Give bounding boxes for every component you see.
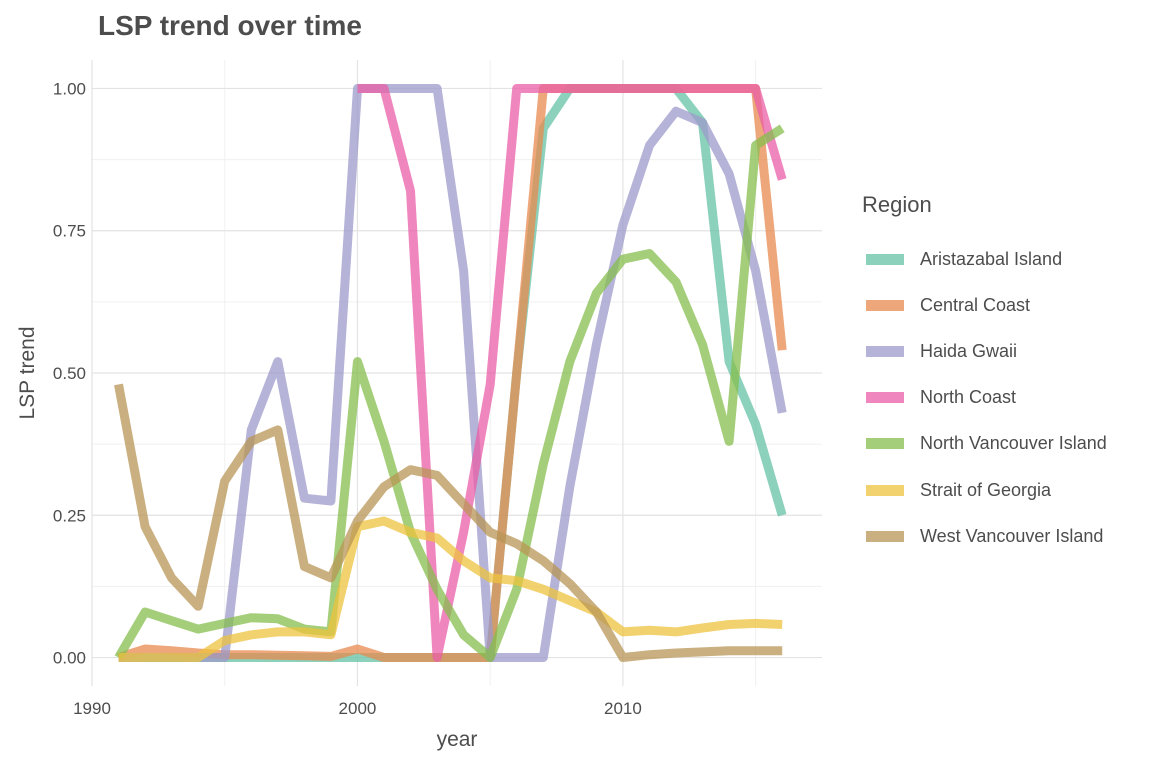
legend-item: Aristazabal Island (862, 236, 1107, 282)
series-line-north-vancouver-island (114, 124, 785, 662)
legend-key (866, 392, 904, 404)
legend-key (866, 345, 904, 357)
y-tick-label: 0.25 (53, 506, 86, 525)
chart-title: LSP trend over time (98, 10, 363, 41)
legend-label: Haida Gwaii (920, 340, 1018, 361)
legend-key (866, 253, 904, 265)
x-tick-label: 2010 (604, 699, 642, 718)
legend-item: Haida Gwaii (862, 328, 1107, 374)
y-tick-label: 0.00 (53, 649, 86, 668)
legend-item: North Vancouver Island (862, 421, 1107, 467)
legend-label: West Vancouver Island (920, 525, 1104, 546)
legend-label: Central Coast (920, 294, 1031, 315)
tick-labels: 1990 2000 2010 0.00 0.25 0.50 0.75 1.00 (53, 79, 642, 718)
series-lines (114, 84, 787, 662)
legend-key (866, 299, 904, 311)
legend: Region Aristazabal Island Central Coast Ha… (862, 192, 1107, 559)
y-tick-label: 0.50 (53, 364, 86, 383)
legend-title: Region (862, 192, 932, 217)
legend-label: Aristazabal Island (920, 248, 1063, 269)
series-line-north-coast (357, 84, 787, 662)
series-line-strait-of-georgia (118, 516, 783, 662)
legend-label: Strait of Georgia (920, 479, 1052, 500)
series-line-west-vancouver-island (114, 383, 783, 662)
y-axis-title: LSP trend (16, 326, 39, 419)
y-tick-label: 1.00 (53, 79, 86, 98)
legend-items: Aristazabal Island Central Coast Haida Gwa… (862, 236, 1107, 559)
legend-label: North Vancouver Island (920, 433, 1107, 454)
x-tick-label: 2000 (339, 699, 377, 718)
legend-item: Central Coast (862, 282, 1107, 328)
legend-item: West Vancouver Island (862, 513, 1107, 559)
y-tick-label: 0.75 (53, 222, 86, 241)
legend-label: North Coast (920, 387, 1017, 408)
legend-key (866, 530, 904, 542)
legend-item: Strait of Georgia (862, 467, 1107, 513)
x-axis-title: year (437, 728, 478, 751)
x-tick-label: 1990 (73, 699, 111, 718)
legend-key (866, 484, 904, 496)
legend-key (866, 438, 904, 450)
legend-item: North Coast (862, 375, 1107, 421)
